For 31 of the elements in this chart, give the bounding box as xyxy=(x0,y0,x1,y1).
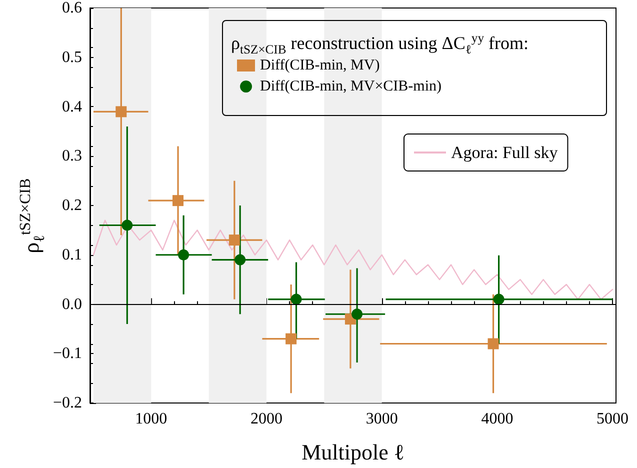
y-tick-label: 0.5 xyxy=(62,48,82,66)
legend-label: Diff(CIB-min, MV) xyxy=(260,58,380,74)
point xyxy=(234,254,246,266)
point xyxy=(488,338,499,350)
y-tick-label: −0.2 xyxy=(52,394,82,412)
point xyxy=(172,195,184,206)
y-tick-label: 0.0 xyxy=(62,296,82,313)
x-tick-label: 4000 xyxy=(481,410,514,428)
y-tick-label: 0.6 xyxy=(62,0,82,16)
point xyxy=(352,308,363,320)
x-tick-label: 5000 xyxy=(596,410,629,428)
y-tick-label: 0.2 xyxy=(62,197,82,214)
legend-title: ρ$_{tSZ×CIB}$ reconstruction using ΔC$_{ℓ}$$^{yy}$ from: xyxy=(231,31,528,57)
y-tick-label: 0.1 xyxy=(62,246,82,264)
point xyxy=(493,294,504,305)
point xyxy=(286,333,297,344)
line-series xyxy=(92,220,614,300)
point xyxy=(116,106,127,118)
legend-label: Diff(CIB-min, MV×CIB-min) xyxy=(260,78,442,94)
y-tick-label: −0.1 xyxy=(52,345,82,362)
point xyxy=(290,294,302,305)
y-tick-label: 0.4 xyxy=(62,98,82,116)
point xyxy=(178,249,190,260)
x-axis-title: Multipole ℓ xyxy=(302,440,404,464)
x-tick-label: 3000 xyxy=(366,410,398,428)
point xyxy=(228,234,240,246)
y-tick-label: 0.3 xyxy=(62,148,82,165)
x-tick-label: 2000 xyxy=(250,410,282,428)
point xyxy=(122,220,133,231)
legend-label: Agora: Full sky xyxy=(451,143,558,162)
x-tick-label: 1000 xyxy=(135,410,168,428)
